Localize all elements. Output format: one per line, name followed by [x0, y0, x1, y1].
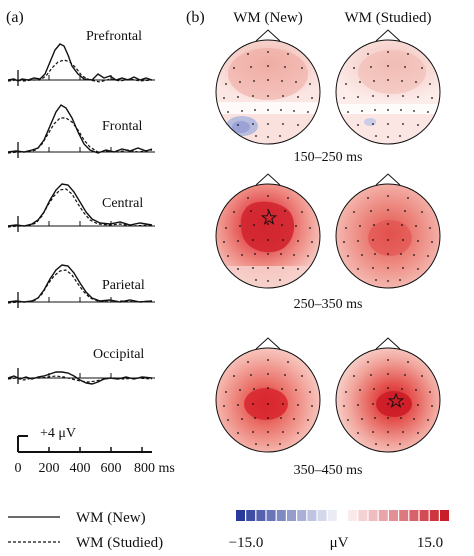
- erp-occipital-studied: [7, 375, 153, 383]
- colorbar-swatch: [409, 510, 419, 521]
- colorbar-swatch: [246, 510, 256, 521]
- star-marker: [260, 209, 278, 225]
- colorbar-swatch: [266, 510, 276, 521]
- erp-prefrontal: [7, 43, 155, 86]
- panel-b-label: (b): [186, 9, 205, 26]
- colorbar-swatch: [399, 510, 409, 521]
- star-marker: [387, 392, 405, 408]
- erp-panel: [7, 43, 155, 385]
- region-label-parietal: Parietal: [102, 278, 145, 293]
- colorbar-swatch: [389, 510, 398, 521]
- scale-tick-400: 400: [70, 461, 91, 476]
- topo-column-studied: WM (Studied): [344, 10, 431, 26]
- erp-parietal-studied: [7, 269, 153, 304]
- colorbar-swatch: [276, 510, 286, 521]
- colorbar-swatch: [327, 510, 337, 521]
- topo-column-new: WM (New): [233, 10, 303, 26]
- erp-frontal: [7, 104, 155, 158]
- scale-tick-800: 800 ms: [134, 461, 175, 476]
- erp-central-studied: [7, 188, 153, 228]
- line-legend: [8, 516, 60, 543]
- erp-frontal-studied: [7, 117, 153, 154]
- colorbar-swatch: [297, 510, 307, 521]
- topomap-new-250-350: [215, 173, 321, 289]
- topomap-studied-350-450: [335, 337, 441, 453]
- scale-amplitude-label: +4 μV: [40, 426, 76, 441]
- colorbar-swatch: [256, 510, 266, 521]
- erp-prefrontal-studied: [7, 59, 153, 83]
- time-window-label-1: 150–250 ms: [294, 150, 363, 165]
- region-label-occipital: Occipital: [93, 347, 144, 362]
- topomap-studied-150-250: [335, 29, 441, 145]
- topomap-studied-250-350: [335, 173, 441, 289]
- erp-central-new: [7, 183, 153, 227]
- region-label-frontal: Frontal: [102, 119, 143, 134]
- colorbar-unit-label: μV: [330, 535, 349, 551]
- legend-dashed-label: WM (Studied): [76, 535, 163, 551]
- time-window-label-2: 250–350 ms: [294, 297, 363, 312]
- region-label-prefrontal: Prefrontal: [86, 29, 142, 44]
- colorbar-swatch: [368, 510, 378, 521]
- erp-parietal: [7, 264, 155, 308]
- colorbar-swatch: [307, 510, 317, 521]
- legend-solid-label: WM (New): [76, 510, 146, 526]
- colorbar-swatch: [440, 510, 449, 521]
- colorbar-swatch: [378, 510, 388, 521]
- colorbar-swatch: [348, 510, 358, 521]
- colorbar-swatch: [429, 510, 439, 521]
- scale-bar: [17, 435, 152, 453]
- topomap-new-350-450: [215, 337, 321, 453]
- colorbar: [236, 510, 449, 521]
- colorbar-swatch: [287, 510, 296, 521]
- colorbar-swatch: [317, 510, 327, 521]
- colorbar-swatch: [338, 510, 347, 521]
- scale-tick-0: 0: [15, 461, 22, 476]
- erp-occipital: [7, 368, 155, 385]
- colorbar-min-label: −15.0: [229, 535, 264, 551]
- colorbar-swatch: [419, 510, 429, 521]
- panel-a-label: (a): [6, 9, 24, 26]
- time-window-label-3: 350–450 ms: [294, 463, 363, 478]
- topomap-new-150-250: [215, 29, 321, 145]
- erp-central: [7, 183, 155, 232]
- colorbar-swatch: [236, 510, 245, 521]
- erp-prefrontal-new: [7, 43, 153, 82]
- region-label-central: Central: [102, 196, 143, 211]
- scale-tick-200: 200: [39, 461, 60, 476]
- colorbar-max-label: 15.0: [417, 535, 443, 551]
- colorbar-swatch: [358, 510, 368, 521]
- scale-tick-600: 600: [101, 461, 122, 476]
